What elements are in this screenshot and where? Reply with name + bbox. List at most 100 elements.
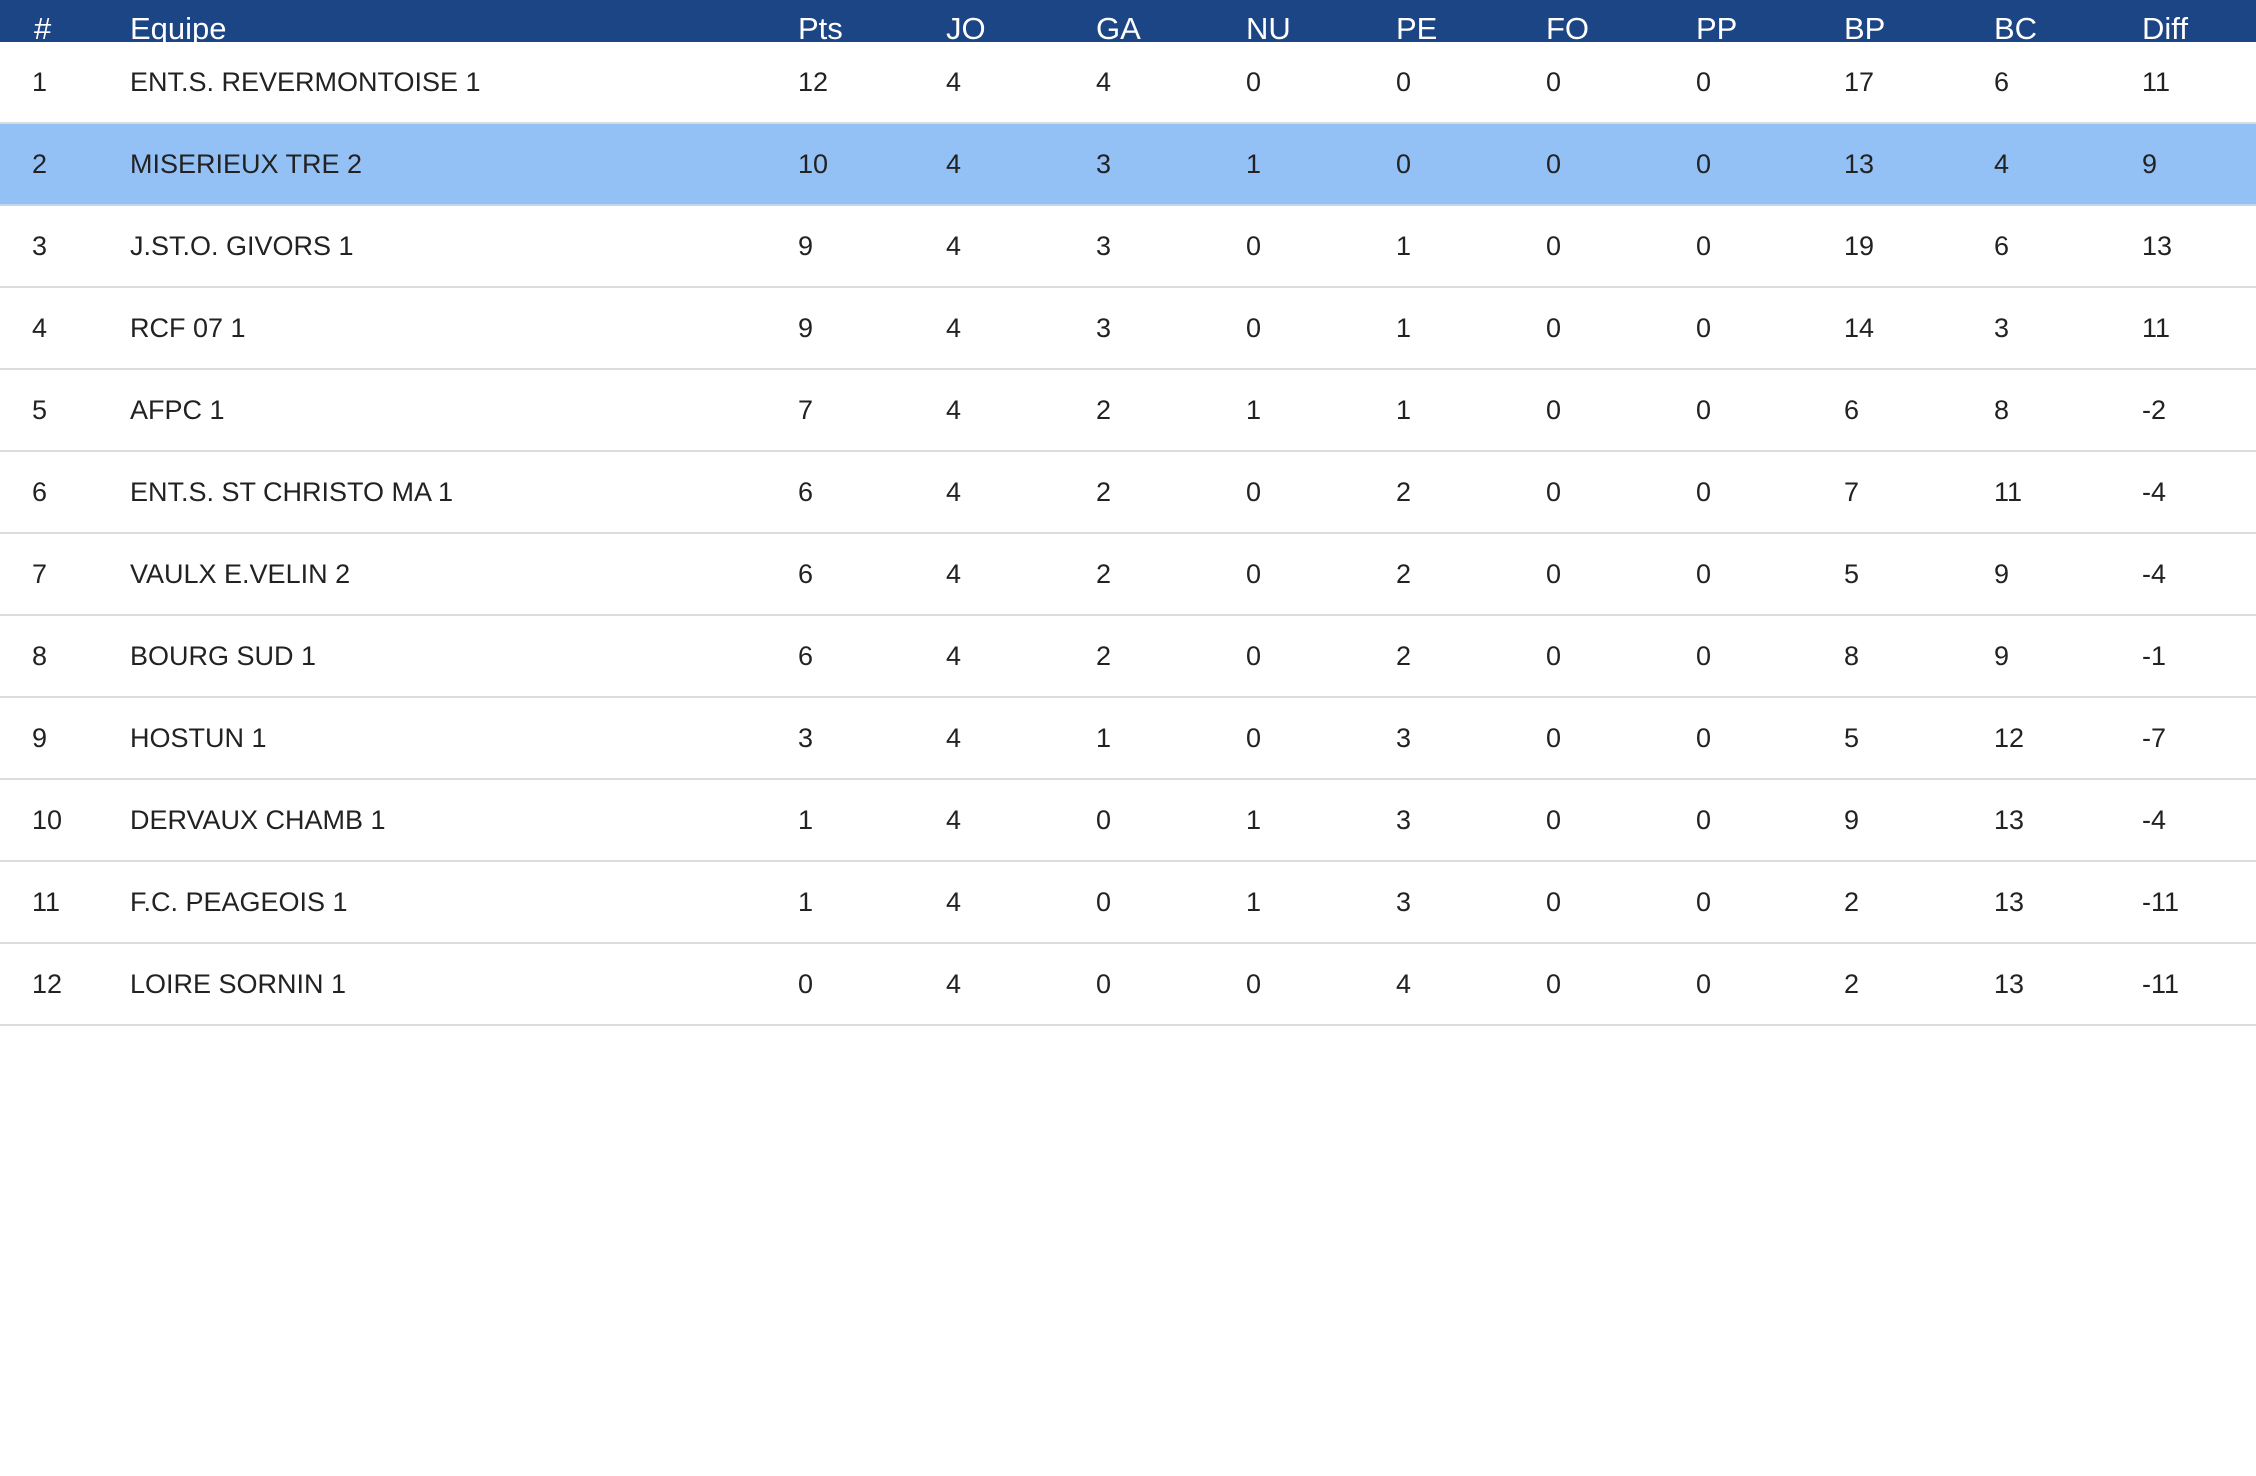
cell-rank: 9 bbox=[32, 723, 48, 753]
table-row[interactable]: 4 RCF 07 1 9 4 3 0 1 0 0 14 3 11 bbox=[0, 288, 2256, 370]
cell-forfeit: 0 bbox=[1546, 313, 1562, 343]
cell-penalty: 0 bbox=[1696, 723, 1712, 753]
cell-drawn: 0 bbox=[1246, 723, 1262, 753]
cell-goal-difference: 11 bbox=[2142, 313, 2171, 343]
cell-team-name[interactable]: ENT.S. REVERMONTOISE 1 bbox=[130, 67, 481, 97]
cell-team-name[interactable]: VAULX E.VELIN 2 bbox=[130, 559, 351, 589]
cell-goals-against: 3 bbox=[1994, 313, 2010, 343]
cell-penalty: 0 bbox=[1696, 231, 1712, 261]
cell-rank: 8 bbox=[32, 641, 48, 671]
column-header-lost[interactable]: PE bbox=[1396, 11, 1438, 46]
column-header-drawn[interactable]: NU bbox=[1246, 11, 1291, 46]
cell-lost: 1 bbox=[1396, 395, 1412, 425]
cell-goals-for: 7 bbox=[1844, 477, 1860, 507]
table-row[interactable]: 9 HOSTUN 1 3 4 1 0 3 0 0 5 12 -7 bbox=[0, 698, 2256, 780]
cell-goal-difference: -4 bbox=[2142, 477, 2167, 507]
cell-goals-for: 5 bbox=[1844, 723, 1860, 753]
cell-goals-against: 13 bbox=[1994, 887, 2025, 917]
column-header-goals-for[interactable]: BP bbox=[1844, 11, 1886, 46]
cell-lost: 4 bbox=[1396, 969, 1412, 999]
cell-team-name[interactable]: ENT.S. ST CHRISTO MA 1 bbox=[130, 477, 454, 507]
cell-forfeit: 0 bbox=[1546, 805, 1562, 835]
cell-lost: 1 bbox=[1396, 231, 1412, 261]
cell-points: 1 bbox=[798, 805, 814, 835]
cell-won: 3 bbox=[1096, 231, 1112, 261]
column-header-points[interactable]: Pts bbox=[798, 11, 843, 46]
column-header-won[interactable]: GA bbox=[1096, 11, 1141, 46]
cell-points: 10 bbox=[798, 149, 829, 179]
column-header-rank[interactable]: # bbox=[34, 11, 52, 46]
cell-team-name[interactable]: HOSTUN 1 bbox=[130, 723, 267, 753]
cell-drawn: 0 bbox=[1246, 477, 1262, 507]
cell-drawn: 0 bbox=[1246, 231, 1262, 261]
cell-team-name[interactable]: AFPC 1 bbox=[130, 395, 225, 425]
cell-rank: 4 bbox=[32, 313, 48, 343]
cell-goals-for: 8 bbox=[1844, 641, 1860, 671]
cell-team-name[interactable]: F.C. PEAGEOIS 1 bbox=[130, 887, 348, 917]
cell-goals-for: 19 bbox=[1844, 231, 1875, 261]
cell-goal-difference: -7 bbox=[2142, 723, 2167, 753]
column-header-penalty[interactable]: PP bbox=[1696, 11, 1738, 46]
column-header-goal-difference[interactable]: Diff bbox=[2142, 11, 2188, 46]
cell-lost: 3 bbox=[1396, 805, 1412, 835]
cell-points: 9 bbox=[798, 313, 814, 343]
cell-rank: 2 bbox=[32, 149, 48, 179]
cell-played: 4 bbox=[946, 559, 962, 589]
cell-rank: 6 bbox=[32, 477, 48, 507]
cell-team-name[interactable]: RCF 07 1 bbox=[130, 313, 246, 343]
cell-goals-for: 13 bbox=[1844, 149, 1875, 179]
cell-played: 4 bbox=[946, 477, 962, 507]
column-header-team[interactable]: Equipe bbox=[130, 11, 227, 46]
cell-points: 7 bbox=[798, 395, 814, 425]
cell-goals-for: 5 bbox=[1844, 559, 1860, 589]
cell-rank: 12 bbox=[32, 969, 63, 999]
cell-played: 4 bbox=[946, 887, 962, 917]
cell-played: 4 bbox=[946, 395, 962, 425]
table-row[interactable]: 11 F.C. PEAGEOIS 1 1 4 0 1 3 0 0 2 13 -11 bbox=[0, 862, 2256, 944]
cell-won: 0 bbox=[1096, 805, 1112, 835]
table-row[interactable]: 7 VAULX E.VELIN 2 6 4 2 0 2 0 0 5 9 -4 bbox=[0, 534, 2256, 616]
cell-team-name[interactable]: LOIRE SORNIN 1 bbox=[130, 969, 347, 999]
table-row[interactable]: 8 BOURG SUD 1 6 4 2 0 2 0 0 8 9 -1 bbox=[0, 616, 2256, 698]
cell-won: 2 bbox=[1096, 395, 1112, 425]
column-header-goals-against[interactable]: BC bbox=[1994, 11, 2038, 46]
cell-forfeit: 0 bbox=[1546, 67, 1562, 97]
table-row[interactable]: 6 ENT.S. ST CHRISTO MA 1 6 4 2 0 2 0 0 7 11 -4 bbox=[0, 452, 2256, 534]
cell-team-name[interactable]: BOURG SUD 1 bbox=[130, 641, 317, 671]
table-row[interactable]: 3 J.ST.O. GIVORS 1 9 4 3 0 1 0 0 19 6 13 bbox=[0, 206, 2256, 288]
table-row[interactable]: 1 ENT.S. REVERMONTOISE 1 12 4 4 0 0 0 0 17 6 11 bbox=[0, 42, 2256, 124]
cell-goals-for: 2 bbox=[1844, 887, 1860, 917]
cell-goals-against: 13 bbox=[1994, 969, 2025, 999]
cell-lost: 3 bbox=[1396, 723, 1412, 753]
table-row[interactable]: 5 AFPC 1 7 4 2 1 1 0 0 6 8 -2 bbox=[0, 370, 2256, 452]
cell-goals-against: 4 bbox=[1994, 149, 2010, 179]
cell-goals-for: 9 bbox=[1844, 805, 1860, 835]
cell-team-name[interactable]: DERVAUX CHAMB 1 bbox=[130, 805, 386, 835]
cell-goal-difference: -4 bbox=[2142, 559, 2167, 589]
cell-drawn: 0 bbox=[1246, 559, 1262, 589]
table-row[interactable]: 10 DERVAUX CHAMB 1 1 4 0 1 3 0 0 9 13 -4 bbox=[0, 780, 2256, 862]
cell-lost: 0 bbox=[1396, 67, 1412, 97]
cell-goal-difference: -1 bbox=[2142, 641, 2167, 671]
cell-team-name[interactable]: MISERIEUX TRE 2 bbox=[130, 149, 363, 179]
cell-drawn: 0 bbox=[1246, 641, 1262, 671]
cell-penalty: 0 bbox=[1696, 477, 1712, 507]
column-header-forfeit[interactable]: FO bbox=[1546, 11, 1590, 46]
cell-won: 4 bbox=[1096, 67, 1112, 97]
cell-won: 2 bbox=[1096, 559, 1112, 589]
cell-points: 6 bbox=[798, 559, 814, 589]
table-row[interactable]: 12 LOIRE SORNIN 1 0 4 0 0 4 0 0 2 13 -11 bbox=[0, 944, 2256, 1026]
cell-lost: 2 bbox=[1396, 559, 1412, 589]
cell-drawn: 1 bbox=[1246, 805, 1262, 835]
cell-forfeit: 0 bbox=[1546, 723, 1562, 753]
cell-played: 4 bbox=[946, 67, 962, 97]
cell-lost: 2 bbox=[1396, 477, 1412, 507]
cell-penalty: 0 bbox=[1696, 395, 1712, 425]
cell-played: 4 bbox=[946, 723, 962, 753]
cell-forfeit: 0 bbox=[1546, 395, 1562, 425]
cell-team-name[interactable]: J.ST.O. GIVORS 1 bbox=[130, 231, 354, 261]
cell-penalty: 0 bbox=[1696, 67, 1712, 97]
cell-goal-difference: 11 bbox=[2142, 67, 2171, 97]
table-row[interactable]: 2 MISERIEUX TRE 2 10 4 3 1 0 0 0 13 4 9 bbox=[0, 124, 2256, 206]
column-header-played[interactable]: JO bbox=[946, 11, 986, 46]
